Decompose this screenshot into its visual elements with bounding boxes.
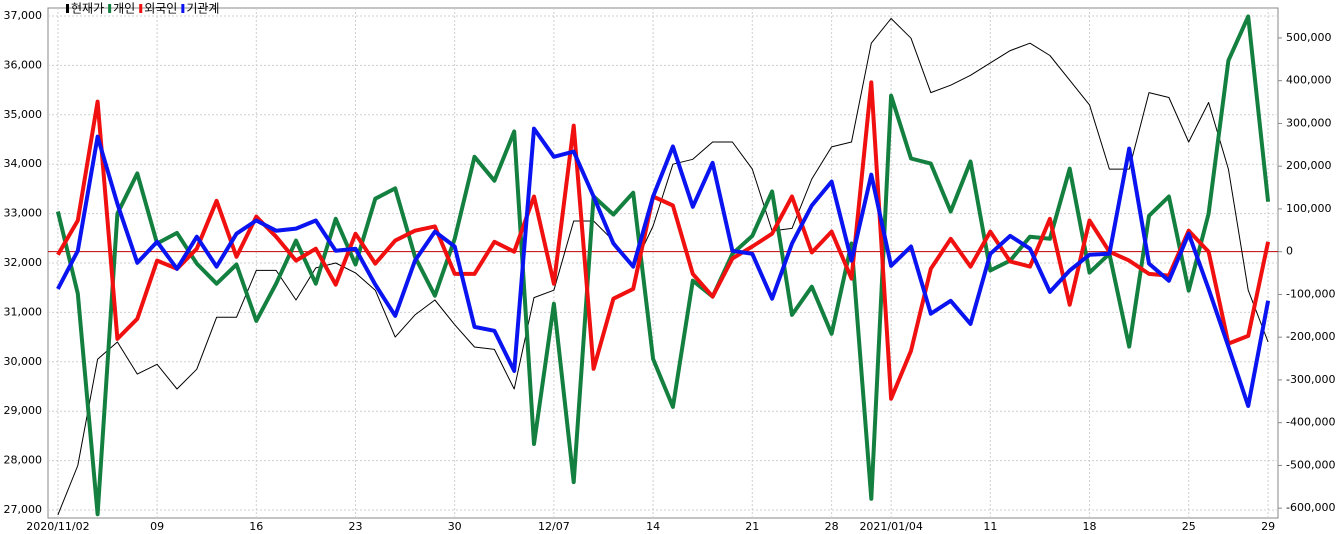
legend-swatch xyxy=(181,4,185,13)
series-line xyxy=(56,80,1271,401)
x-tick-label: 16 xyxy=(249,520,263,533)
y2-tick-label: -300,000 xyxy=(1286,373,1335,386)
x-tick-label: 28 xyxy=(825,520,839,533)
y2-tick-label: 0 xyxy=(1286,245,1293,258)
y-tick-label: 29,000 xyxy=(4,404,43,417)
x-tick-label: 30 xyxy=(448,520,462,533)
x-tick-label: 23 xyxy=(349,520,363,533)
x-tick-label: 2021/01/04 xyxy=(859,520,922,533)
y2-tick-label: 300,000 xyxy=(1286,116,1332,129)
y2-tick-label: -400,000 xyxy=(1286,416,1335,429)
x-tick-label: 11 xyxy=(983,520,997,533)
y2-tick-label: -500,000 xyxy=(1286,458,1335,471)
x-tick-label: 21 xyxy=(745,520,759,533)
legend-label: 기관계 xyxy=(186,2,219,16)
y2-tick-label: -200,000 xyxy=(1286,330,1335,343)
legend-label: 외국인 xyxy=(144,2,177,16)
x-tick-label: 2020/11/02 xyxy=(26,520,89,533)
y2-tick-label: 500,000 xyxy=(1286,31,1332,44)
y2-tick-label: -600,000 xyxy=(1286,501,1335,514)
legend-swatch xyxy=(108,4,112,13)
y-tick-label: 28,000 xyxy=(4,454,43,467)
legend-swatch xyxy=(66,4,69,13)
y-tick-label: 34,000 xyxy=(4,157,43,170)
y-tick-label: 33,000 xyxy=(4,207,43,220)
legend-label: 현재가 xyxy=(71,2,104,16)
y-tick-label: 37,000 xyxy=(4,9,43,22)
y-tick-label: 35,000 xyxy=(4,108,43,121)
y-tick-label: 30,000 xyxy=(4,355,43,368)
series-line xyxy=(56,126,1271,408)
y2-tick-label: 200,000 xyxy=(1286,159,1332,172)
y-tick-label: 36,000 xyxy=(4,58,43,71)
x-tick-label: 18 xyxy=(1083,520,1097,533)
y2-tick-label: 400,000 xyxy=(1286,74,1332,87)
x-tick-label: 09 xyxy=(150,520,164,533)
series-line xyxy=(57,18,1269,516)
y-tick-label: 31,000 xyxy=(4,305,43,318)
series-line xyxy=(55,14,1271,517)
x-tick-label: 14 xyxy=(646,520,660,533)
y-tick-label: 32,000 xyxy=(4,256,43,269)
y-tick-label: 27,000 xyxy=(4,503,43,516)
legend-swatch xyxy=(139,4,143,13)
x-tick-label: 29 xyxy=(1261,520,1275,533)
x-tick-label: 25 xyxy=(1182,520,1196,533)
x-tick-label: 12/07 xyxy=(538,520,570,533)
y2-tick-label: -100,000 xyxy=(1286,287,1335,300)
y2-tick-label: 100,000 xyxy=(1286,202,1332,215)
legend-label: 개인 xyxy=(113,2,135,16)
